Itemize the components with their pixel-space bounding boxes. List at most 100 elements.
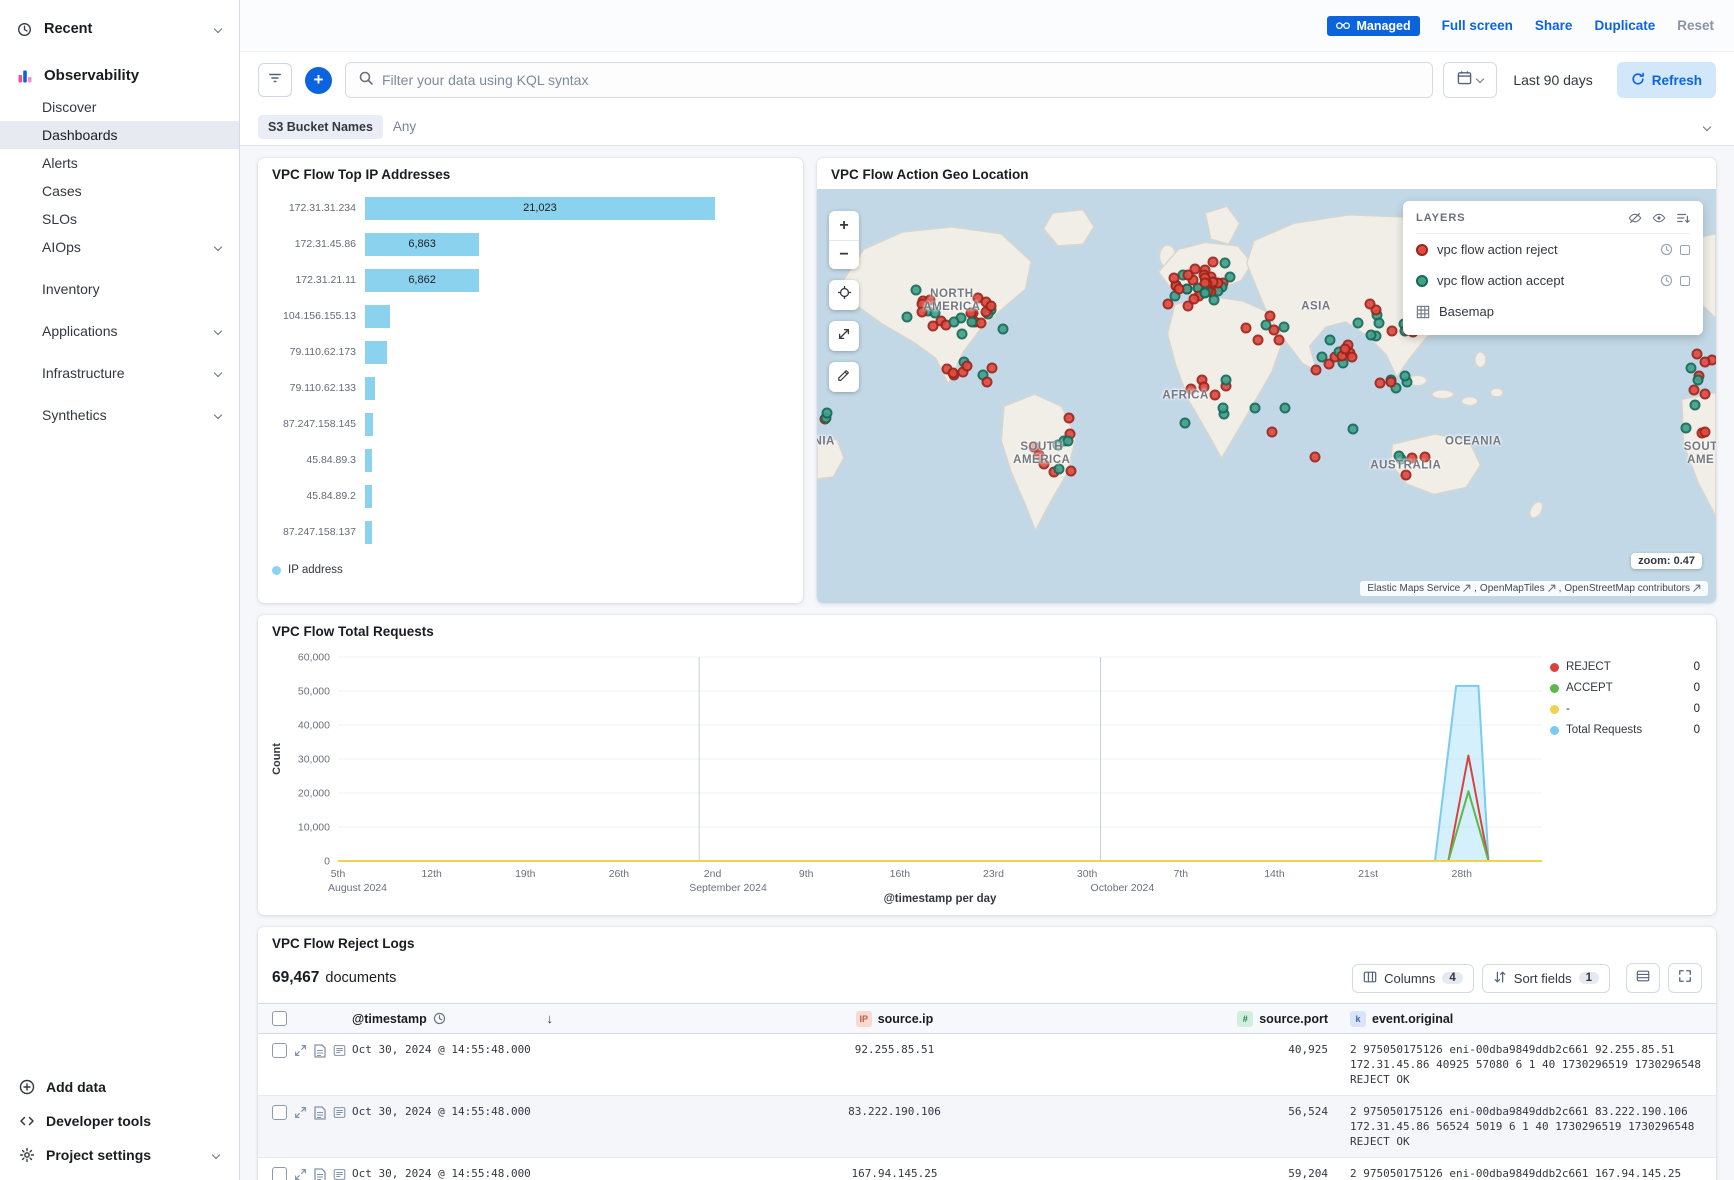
map-point-accept[interactable] — [821, 407, 833, 419]
map-point-reject[interactable] — [1182, 269, 1194, 281]
map-point-accept[interactable] — [997, 323, 1009, 335]
map-point-reject[interactable] — [985, 300, 997, 311]
refresh-button[interactable]: Refresh — [1616, 62, 1716, 98]
map-point-reject[interactable] — [986, 362, 998, 374]
map-point-reject[interactable] — [1185, 383, 1197, 395]
map-point-accept[interactable] — [901, 311, 913, 323]
map-point-reject[interactable] — [1406, 452, 1418, 464]
map-point-accept[interactable] — [1053, 463, 1065, 475]
map-point-reject[interactable] — [1268, 324, 1280, 336]
date-picker-button[interactable] — [1443, 62, 1498, 98]
bar[interactable] — [365, 304, 390, 328]
map-point-accept[interactable] — [1179, 417, 1191, 429]
map-point-accept[interactable] — [1224, 271, 1236, 283]
map-point-reject[interactable] — [1028, 441, 1040, 453]
map-point-reject[interactable] — [1264, 310, 1276, 322]
map-point-reject[interactable] — [1189, 263, 1201, 275]
total-requests-chart[interactable]: 0 10,000 20,000 30,000 40,000 50,000 60,000 5th… — [264, 645, 1550, 907]
sidebar-solution-observability[interactable]: Observability — [0, 60, 239, 91]
layer-order-icon[interactable] — [1676, 211, 1690, 225]
map-fit-data-button[interactable] — [829, 280, 859, 310]
sidebar-recent[interactable]: Recent — [0, 14, 239, 44]
table-row[interactable]: Oct 30, 2024 @ 14:55:48.000 167.94.145.25… — [258, 1158, 1716, 1180]
bar[interactable] — [365, 520, 372, 544]
full-screen-button[interactable]: Full screen — [1441, 18, 1513, 33]
s3-bucket-control[interactable]: Any — [392, 119, 417, 134]
map-point-accept[interactable] — [956, 328, 968, 340]
map-point-accept[interactable] — [1393, 450, 1405, 462]
map-point-accept[interactable] — [1365, 329, 1377, 341]
map-point-reject[interactable] — [1386, 325, 1398, 337]
map-point-reject[interactable] — [1162, 298, 1174, 310]
duplicate-button[interactable]: Duplicate — [1594, 18, 1656, 33]
sidebar-item-cases[interactable]: Cases — [0, 177, 239, 205]
map-point-accept[interactable] — [1692, 374, 1704, 386]
legend-item-accept[interactable]: ACCEPT 0 — [1550, 682, 1700, 694]
map-point-accept[interactable] — [1347, 423, 1359, 435]
map-zoom-out-button[interactable]: − — [829, 240, 859, 269]
map-point-reject[interactable] — [1252, 334, 1264, 346]
map-zoom-in-button[interactable]: + — [829, 211, 859, 240]
map-expand-button[interactable] — [829, 321, 859, 351]
map-point-accept[interactable] — [1685, 362, 1697, 374]
sidebar-item-inventory[interactable]: Inventory — [0, 275, 239, 303]
reset-button[interactable]: Reset — [1677, 18, 1714, 33]
view-details-icon[interactable] — [333, 1168, 346, 1180]
map-point-accept[interactable] — [966, 316, 978, 328]
filters-button[interactable] — [258, 63, 292, 97]
sidebar-item-developer-tools[interactable]: Developer tools — [0, 1104, 239, 1138]
map-point-reject[interactable] — [1063, 412, 1075, 424]
map-point-reject[interactable] — [1419, 451, 1431, 463]
chevron-down-icon[interactable] — [1702, 122, 1716, 131]
bar[interactable] — [365, 484, 372, 508]
map-point-reject[interactable] — [1385, 376, 1397, 388]
column-header-timestamp[interactable]: @timestamp ↓ — [346, 1011, 561, 1026]
time-range-label[interactable]: Last 90 days — [1513, 72, 1593, 88]
map-point-reject[interactable] — [1339, 343, 1351, 355]
row-checkbox[interactable] — [272, 1105, 287, 1120]
view-document-icon[interactable] — [314, 1167, 326, 1180]
map-point-accept[interactable] — [1399, 370, 1411, 382]
map-point-reject[interactable] — [1400, 469, 1412, 481]
column-header-eventoriginal[interactable]: k event.original — [1338, 1010, 1716, 1027]
map-point-accept[interactable] — [1219, 257, 1231, 269]
bar[interactable] — [365, 376, 375, 400]
bar[interactable]: 21,023 — [365, 196, 715, 220]
map-point-reject[interactable] — [1699, 356, 1711, 368]
map-point-accept[interactable] — [1199, 287, 1210, 299]
map-point-reject[interactable] — [1370, 304, 1382, 316]
layer-item-basemap[interactable]: Basemap — [1416, 296, 1690, 327]
map-point-accept[interactable] — [910, 284, 922, 296]
map-point-accept[interactable] — [1062, 435, 1074, 447]
map-point-reject[interactable] — [1207, 256, 1219, 268]
map-point-reject[interactable] — [1240, 322, 1252, 334]
sidebar-item-applications[interactable]: Applications — [0, 317, 239, 345]
map-point-reject[interactable] — [1699, 388, 1710, 400]
eye-icon[interactable] — [1652, 211, 1666, 225]
sidebar-item-synthetics[interactable]: Synthetics — [0, 401, 239, 429]
map-point-reject[interactable] — [1374, 377, 1386, 389]
bar[interactable] — [365, 412, 374, 436]
map-point-reject[interactable] — [1364, 298, 1376, 310]
map-point-reject[interactable] — [1065, 465, 1076, 477]
map-point-accept[interactable] — [1324, 334, 1336, 346]
map-point-reject[interactable] — [1266, 426, 1278, 438]
sort-fields-button[interactable]: Sort fields 1 — [1481, 963, 1610, 993]
map-point-reject[interactable] — [1188, 293, 1200, 305]
kql-search-bar[interactable] — [345, 62, 1434, 98]
view-document-icon[interactable] — [314, 1105, 326, 1120]
map-point-accept[interactable] — [1352, 317, 1364, 329]
map-point-reject[interactable] — [1688, 384, 1700, 396]
map-point-accept[interactable] — [1217, 402, 1229, 414]
bar[interactable] — [365, 448, 373, 472]
world-map[interactable]: NORTH AMERICA ASIA AFRICA SOUTH AMERICA OCEA… — [817, 189, 1716, 603]
map-point-accept[interactable] — [1373, 317, 1385, 329]
expand-row-icon[interactable] — [294, 1106, 307, 1119]
row-checkbox[interactable] — [272, 1043, 287, 1058]
managed-badge[interactable]: Managed — [1327, 15, 1420, 36]
legend-item-total-requests[interactable]: Total Requests 0 — [1550, 724, 1700, 736]
map-point-reject[interactable] — [947, 367, 959, 379]
select-all-checkbox[interactable] — [272, 1011, 287, 1026]
bar[interactable]: 6,862 — [365, 268, 480, 292]
column-header-sourceport[interactable]: # source.port — [1228, 1010, 1338, 1027]
